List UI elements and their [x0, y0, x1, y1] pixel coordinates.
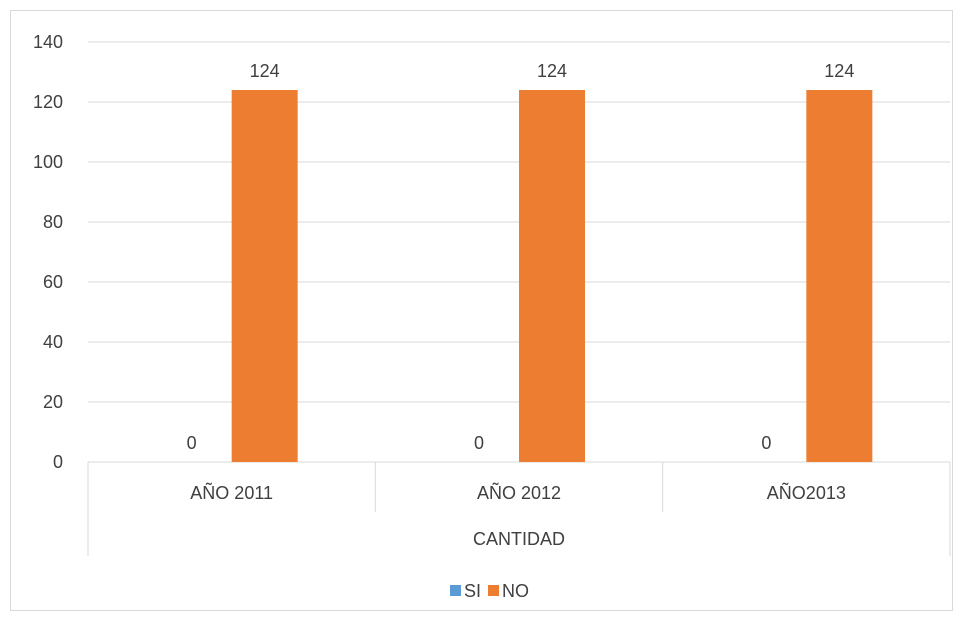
- legend-swatch: [488, 585, 499, 596]
- x-tick-label: AÑO 2011: [190, 482, 273, 503]
- bar-no: [519, 90, 585, 462]
- legend-label: SI: [464, 581, 481, 601]
- y-tick-label: 80: [43, 212, 63, 232]
- x-tick-label: AÑO 2012: [477, 482, 561, 503]
- y-tick-label: 40: [43, 332, 63, 352]
- x-axis: AÑO 2011 AÑO 2012 AÑO2013: [87, 462, 951, 556]
- y-tick-label: 100: [33, 152, 63, 172]
- data-label: 0: [187, 433, 197, 453]
- group-label: CANTIDAD: [473, 529, 565, 549]
- chart-border: [10, 10, 953, 611]
- y-tick-label: 20: [43, 392, 63, 412]
- legend: SI NO: [450, 581, 529, 601]
- bar-no: [231, 90, 298, 462]
- bars: [231, 90, 873, 462]
- data-label: 124: [824, 61, 854, 81]
- x-tick-label: AÑO2013: [767, 482, 846, 503]
- data-label: 0: [761, 433, 771, 453]
- y-tick-label: 60: [43, 272, 63, 292]
- data-label: 124: [537, 61, 567, 81]
- legend-swatch: [450, 585, 461, 596]
- data-labels: 0 124 0 124 0 124: [187, 61, 855, 453]
- bar-no: [806, 90, 873, 462]
- y-tick-label: 0: [53, 452, 63, 472]
- data-label: 124: [250, 61, 280, 81]
- y-tick-label: 120: [33, 92, 63, 112]
- y-axis: 0 20 40 60 80 100 120 140: [33, 32, 63, 472]
- y-tick-label: 140: [33, 32, 63, 52]
- legend-label: NO: [502, 581, 529, 601]
- data-label: 0: [474, 433, 484, 453]
